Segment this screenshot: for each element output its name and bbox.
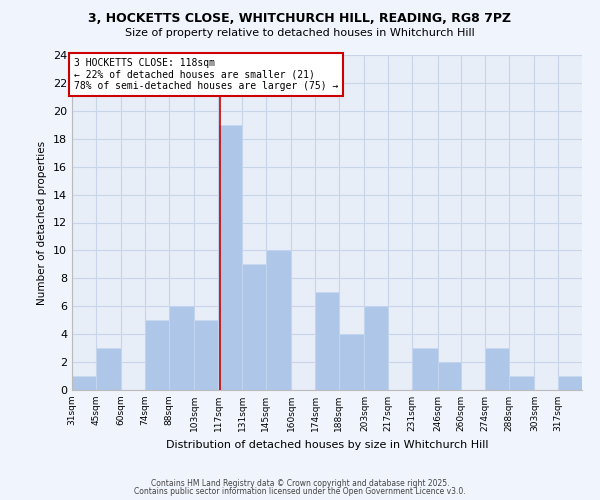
Bar <box>364 306 388 390</box>
Bar <box>315 292 339 390</box>
Bar <box>169 306 194 390</box>
Text: Contains public sector information licensed under the Open Government Licence v3: Contains public sector information licen… <box>134 487 466 496</box>
Bar <box>218 125 242 390</box>
Bar <box>242 264 266 390</box>
Bar <box>194 320 218 390</box>
Bar <box>266 250 292 390</box>
Bar <box>437 362 461 390</box>
Text: Contains HM Land Registry data © Crown copyright and database right 2025.: Contains HM Land Registry data © Crown c… <box>151 478 449 488</box>
Text: 3 HOCKETTS CLOSE: 118sqm
← 22% of detached houses are smaller (21)
78% of semi-d: 3 HOCKETTS CLOSE: 118sqm ← 22% of detach… <box>74 58 338 91</box>
X-axis label: Distribution of detached houses by size in Whitchurch Hill: Distribution of detached houses by size … <box>166 440 488 450</box>
Bar <box>558 376 582 390</box>
Bar <box>72 376 96 390</box>
Bar <box>96 348 121 390</box>
Text: 3, HOCKETTS CLOSE, WHITCHURCH HILL, READING, RG8 7PZ: 3, HOCKETTS CLOSE, WHITCHURCH HILL, READ… <box>88 12 512 26</box>
Bar <box>145 320 169 390</box>
Y-axis label: Number of detached properties: Number of detached properties <box>37 140 47 304</box>
Bar <box>339 334 364 390</box>
Text: Size of property relative to detached houses in Whitchurch Hill: Size of property relative to detached ho… <box>125 28 475 38</box>
Bar <box>509 376 535 390</box>
Bar <box>412 348 437 390</box>
Bar <box>485 348 509 390</box>
